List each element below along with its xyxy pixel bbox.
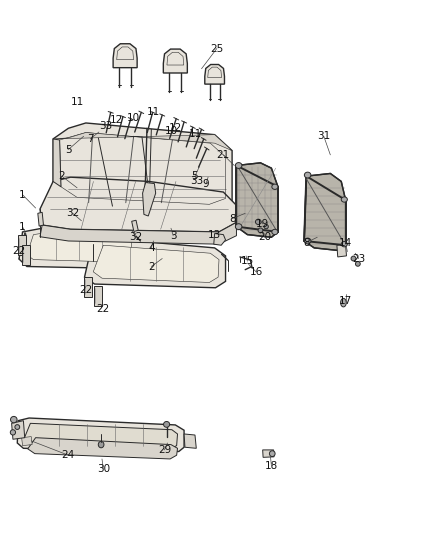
Text: 9: 9 [203, 179, 209, 189]
Text: 8: 8 [303, 238, 310, 247]
Polygon shape [337, 245, 346, 257]
Text: 14: 14 [339, 238, 352, 247]
Text: 22: 22 [12, 246, 26, 255]
Ellipse shape [341, 298, 346, 307]
Polygon shape [184, 434, 196, 448]
Text: 11: 11 [188, 128, 201, 139]
Polygon shape [27, 233, 132, 262]
Polygon shape [263, 450, 274, 457]
Text: 16: 16 [250, 267, 263, 277]
Text: 1: 1 [19, 222, 26, 232]
Text: 22: 22 [97, 304, 110, 314]
Text: 12: 12 [110, 115, 123, 125]
Polygon shape [94, 286, 102, 306]
Text: 23: 23 [352, 254, 365, 263]
Ellipse shape [341, 197, 347, 202]
Ellipse shape [264, 224, 268, 229]
Text: 12: 12 [169, 123, 182, 133]
Text: 3: 3 [170, 231, 177, 241]
Text: 31: 31 [317, 131, 330, 141]
Ellipse shape [304, 172, 311, 178]
Polygon shape [53, 133, 232, 151]
Text: 24: 24 [62, 450, 75, 460]
Polygon shape [53, 139, 61, 187]
Ellipse shape [272, 184, 278, 189]
Polygon shape [304, 173, 346, 251]
Ellipse shape [341, 241, 347, 247]
Text: 20: 20 [258, 232, 272, 243]
Polygon shape [17, 418, 184, 451]
Text: 33: 33 [99, 120, 112, 131]
Polygon shape [12, 421, 25, 439]
Polygon shape [113, 44, 137, 68]
Text: 8: 8 [229, 214, 235, 224]
Text: 18: 18 [265, 461, 278, 471]
Text: 32: 32 [66, 208, 79, 219]
Polygon shape [163, 49, 187, 73]
Text: 1: 1 [19, 190, 26, 200]
Polygon shape [53, 123, 232, 212]
Ellipse shape [255, 219, 261, 224]
Ellipse shape [356, 262, 360, 266]
Text: 10: 10 [127, 112, 141, 123]
Polygon shape [84, 277, 92, 297]
Ellipse shape [269, 451, 275, 457]
Text: 29: 29 [158, 445, 171, 455]
Polygon shape [38, 212, 43, 226]
Text: 5: 5 [65, 144, 72, 155]
Polygon shape [19, 225, 138, 269]
Text: 32: 32 [129, 232, 143, 243]
Ellipse shape [304, 238, 311, 244]
Polygon shape [132, 220, 138, 231]
Polygon shape [21, 437, 32, 446]
Ellipse shape [351, 256, 356, 261]
Polygon shape [143, 182, 155, 216]
Text: 11: 11 [147, 107, 160, 117]
Text: 7: 7 [87, 134, 93, 144]
Ellipse shape [235, 163, 242, 168]
Ellipse shape [272, 229, 278, 235]
Text: 10: 10 [164, 126, 177, 136]
Text: 4: 4 [148, 243, 155, 253]
Text: 13: 13 [208, 230, 221, 240]
Ellipse shape [258, 228, 263, 233]
Text: 25: 25 [210, 44, 223, 53]
Polygon shape [23, 423, 177, 448]
Polygon shape [40, 222, 237, 244]
Text: 19: 19 [256, 219, 269, 229]
Text: 21: 21 [217, 150, 230, 160]
Text: 5: 5 [192, 171, 198, 181]
Text: 2: 2 [59, 171, 65, 181]
Ellipse shape [11, 430, 15, 435]
Polygon shape [93, 245, 219, 282]
Ellipse shape [98, 441, 104, 448]
Ellipse shape [163, 422, 170, 427]
Text: 30: 30 [97, 464, 110, 473]
Polygon shape [214, 233, 226, 245]
Polygon shape [237, 163, 278, 237]
Text: 15: 15 [241, 256, 254, 266]
Ellipse shape [15, 425, 20, 430]
Polygon shape [40, 177, 237, 232]
Polygon shape [28, 438, 177, 459]
Polygon shape [18, 235, 25, 255]
Ellipse shape [235, 224, 242, 230]
Ellipse shape [11, 416, 17, 423]
Polygon shape [22, 245, 30, 265]
Text: 22: 22 [79, 286, 92, 295]
Text: 2: 2 [148, 262, 155, 271]
Polygon shape [85, 239, 226, 288]
Text: 33: 33 [191, 176, 204, 187]
Text: 17: 17 [339, 296, 352, 306]
Polygon shape [205, 64, 225, 84]
Text: 11: 11 [71, 96, 84, 107]
